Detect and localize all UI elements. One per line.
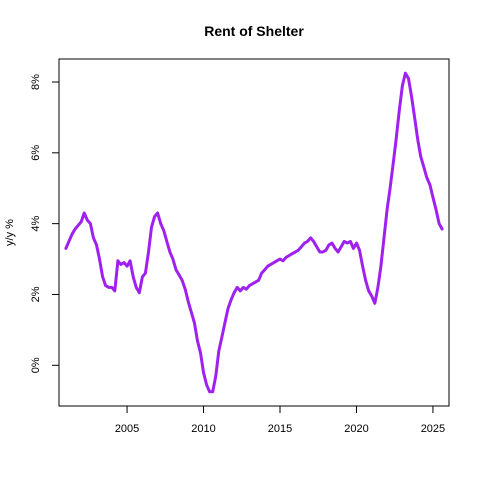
chart-title: Rent of Shelter	[204, 23, 304, 39]
series-line	[64, 71, 444, 394]
series-layer	[64, 71, 444, 394]
x-tick-label: 2025	[421, 423, 445, 435]
x-tick-label: 2015	[268, 423, 292, 435]
x-tick-label: 2020	[344, 423, 368, 435]
y-tick-label: 8%	[30, 74, 42, 90]
y-axis-label: y/y %	[4, 219, 16, 246]
x-axis: 2005 2010 2015 2020 2025	[115, 406, 445, 435]
x-tick-label: 2010	[191, 423, 215, 435]
y-tick-label: 0%	[30, 357, 42, 373]
y-tick-label: 6%	[30, 145, 42, 161]
y-tick-label: 2%	[30, 286, 42, 302]
y-axis: 0% 2% 4% 6% 8%	[30, 74, 59, 373]
y-tick-label: 4%	[30, 215, 42, 231]
x-tick-label: 2005	[115, 423, 139, 435]
plot-frame	[58, 58, 450, 407]
